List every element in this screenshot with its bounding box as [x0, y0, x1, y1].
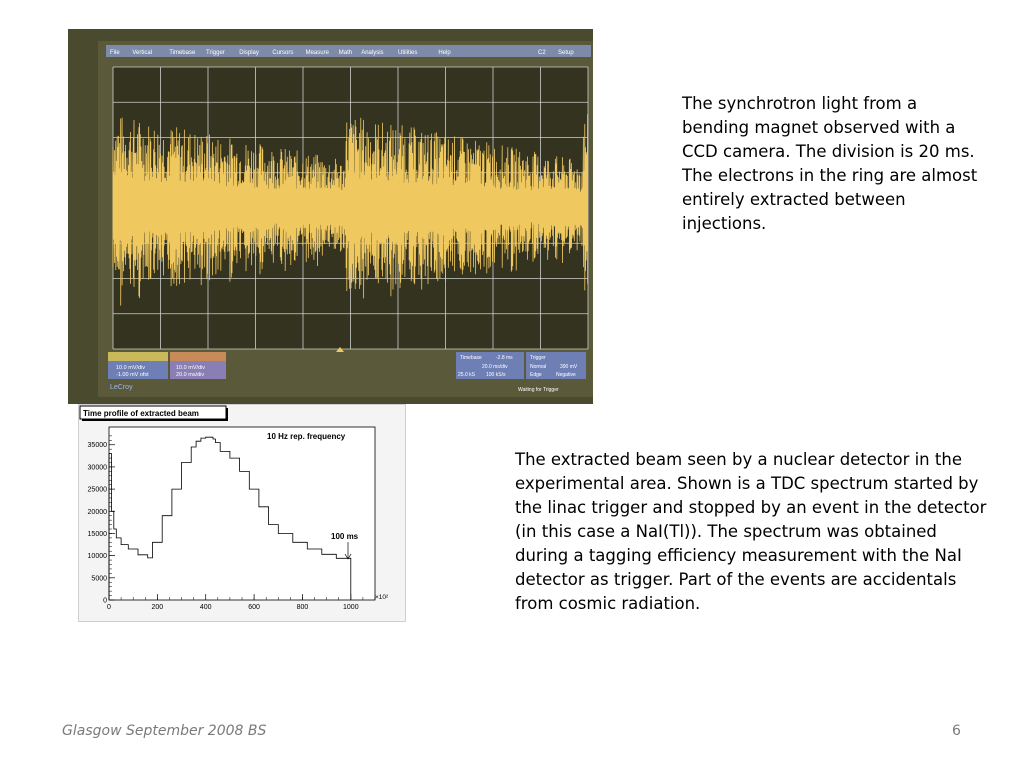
- x-tick-label: 1000: [343, 604, 359, 611]
- scope-brand: LeCroy: [110, 384, 133, 391]
- x-tick-label: 800: [297, 604, 309, 611]
- scope-setup-label: Setup: [558, 50, 574, 56]
- caption-synchrotron-light: The synchrotron light from a bending mag…: [682, 94, 978, 233]
- scope-trace: [112, 114, 588, 306]
- trigger-mode: Normal: [530, 364, 546, 370]
- y-tick-label: 15000: [88, 531, 108, 538]
- y-tick-label: 20000: [88, 509, 108, 516]
- timebase-box: [456, 352, 524, 379]
- ch1-scale: 10.0 mV/div: [116, 365, 145, 371]
- timebase-div: 20.0 ms/div: [482, 364, 508, 370]
- histogram-frame: [108, 426, 376, 601]
- trigger-slope: Negative: [556, 372, 576, 378]
- sample-rate: 100 kS/s: [486, 372, 506, 378]
- histogram-series: [108, 436, 352, 600]
- scope-menu-item: Trigger: [206, 50, 225, 56]
- scope-menu: File Vertical Timebase Trigger Display Cursor…: [110, 50, 451, 56]
- page-number: 6: [952, 723, 961, 739]
- trigger-box: [526, 352, 586, 379]
- scope-menubar: [106, 45, 591, 57]
- y-tick-label: 35000: [88, 442, 108, 449]
- histogram-annotation: 10 Hz rep. frequency: [267, 432, 346, 441]
- scope-menu-item: Cursors: [272, 50, 293, 56]
- scope-menu-item: Utilities: [398, 50, 417, 56]
- histogram-title: Time profile of extracted beam: [83, 409, 199, 418]
- math-scale: 10.0 mV/div: [176, 365, 205, 371]
- caption-extracted-beam: The extracted beam seen by a nuclear det…: [515, 450, 987, 613]
- x-exponent: ×10²: [375, 594, 389, 601]
- scope-menu-item: Timebase: [169, 50, 196, 56]
- histogram-chart: Time profile of extracted beam 0 5000 1000…: [79, 405, 389, 611]
- scope-menu-item: Help: [438, 50, 451, 56]
- y-tick-label: 30000: [88, 464, 108, 471]
- scope-channel-label: C2: [538, 50, 546, 56]
- trigger-title: Trigger: [530, 355, 546, 361]
- oscilloscope-photo: File Vertical Timebase Trigger Display Cursor…: [68, 29, 593, 404]
- histogram-y-axis: 0 5000 10000 15000 20000 25000 30000 35000: [88, 435, 115, 605]
- timebase-title: Timebase: [460, 355, 482, 361]
- math-badge: [170, 352, 226, 361]
- ch1-readout-box: [108, 361, 168, 379]
- trigger-level: 390 mV: [560, 364, 578, 370]
- marker-label: 100 ms: [331, 532, 359, 541]
- timebase-delay: -2.8 ms: [496, 355, 513, 361]
- footer-text: Glasgow September 2008 BS: [62, 723, 267, 739]
- y-tick-label: 0: [103, 598, 107, 605]
- y-tick-label: 5000: [91, 575, 107, 582]
- ch1-offset: -1.00 mV ofst: [116, 372, 149, 378]
- x-tick-label: 400: [200, 604, 212, 611]
- scope-menu-item: Analysis: [361, 50, 383, 56]
- trigger-marker-icon: [336, 347, 344, 352]
- ch1-badge: [108, 352, 168, 361]
- x-tick-label: 600: [248, 604, 260, 611]
- scope-menu-item: Display: [239, 50, 259, 56]
- scope-menu-item: Math: [339, 50, 352, 56]
- scope-status: Waiting for Trigger: [518, 387, 559, 393]
- histogram-panel: Time profile of extracted beam 0 5000 1000…: [78, 404, 406, 622]
- samples: 25.0 kS: [458, 372, 476, 378]
- scope-menu-item: Vertical: [132, 50, 152, 56]
- trigger-edge: Edge: [530, 372, 542, 378]
- y-tick-label: 10000: [88, 553, 108, 560]
- x-tick-label: 0: [107, 604, 111, 611]
- math-time: 20.0 ms/div: [176, 372, 204, 378]
- scope-menu-item: File: [110, 50, 120, 56]
- scope-menu-item: Measure: [306, 50, 330, 56]
- y-tick-label: 25000: [88, 487, 108, 494]
- math-readout-box: [170, 361, 226, 379]
- x-tick-label: 200: [152, 604, 164, 611]
- oscilloscope-screen: File Vertical Timebase Trigger Display Cursor…: [98, 41, 593, 397]
